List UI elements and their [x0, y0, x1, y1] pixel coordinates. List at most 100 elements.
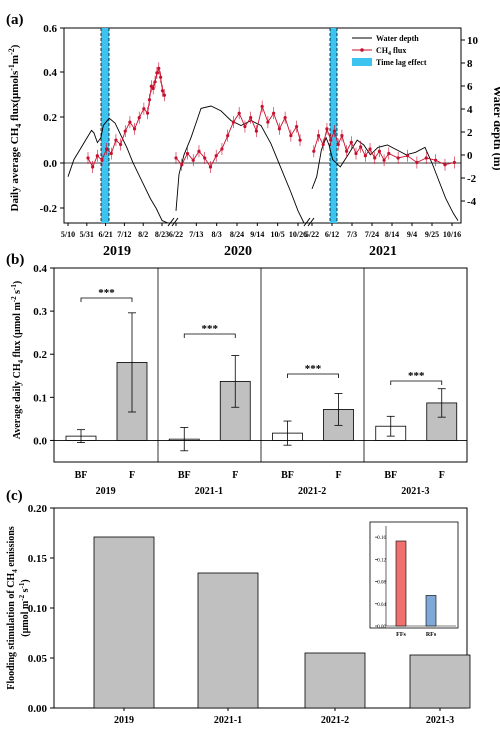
ytick-label: 0.00 [28, 703, 48, 715]
panel-c-yticks: 0.20 0.15 0.10 0.05 0.00 [28, 503, 54, 715]
ch4-point [359, 145, 363, 149]
ytick-right: 6 [467, 81, 473, 93]
panel-a-ylabel-left: Daily average CH4 flux(μmols-1m-2) [7, 44, 23, 211]
panel-b-frame [53, 267, 468, 463]
ch4-point [128, 120, 132, 124]
ch4-point [146, 111, 150, 115]
ch4-point [132, 127, 137, 131]
panel-a-ylabel-right: Water depth (m) [491, 85, 500, 170]
bar [197, 572, 259, 709]
ch4-point [142, 107, 146, 111]
ytick-left: 0.6 [43, 23, 57, 35]
ch4-point [443, 163, 447, 167]
ytick-left: 0.2 [43, 112, 57, 124]
ch4-point [174, 156, 178, 160]
panel-a-frame [63, 27, 462, 224]
ch4-point [105, 147, 109, 151]
year-label-2019: 2019 [103, 244, 131, 259]
ch4-point [254, 129, 259, 133]
inset-ytick-label: 0.16 [377, 536, 386, 541]
ch4-point [415, 160, 419, 165]
panel-a-left-yticks: 0.6 0.4 0.2 0.0 -0.2 [40, 23, 64, 215]
panel-c-ylabel: Flooding stimulation of CH4 emissions [6, 526, 19, 690]
xtick-label: 8/2 [138, 230, 148, 239]
panel-c-ylabel-line2: (μmol m-2 s-1) [18, 579, 31, 636]
significance-label: *** [202, 323, 219, 335]
ch4-point [382, 158, 386, 162]
significance-bracket [287, 373, 339, 378]
bar [93, 536, 155, 709]
xtick-label: 2021-3 [426, 715, 454, 726]
panel-a-right-yticks: 10 8 6 4 2 0 -2 -4 [461, 35, 479, 208]
ch4-point [325, 127, 329, 131]
inset-ytick-label: 0.00 [377, 625, 386, 630]
ch4-point [155, 71, 159, 75]
panel-a-xticks: 5/10 5/31 6/21 7/12 8/2 8/23 6/22 7/13 8/3 8/24 9/… [61, 223, 461, 239]
ch4-point [160, 89, 165, 93]
panel-a: (a) 0.6 0.4 0.2 0.0 [6, 12, 500, 259]
ch4-point [197, 149, 201, 153]
panel-b-yticks: 0.4 0.3 0.2 0.1 0.0 [33, 263, 54, 447]
ytick-left: 0.4 [43, 67, 57, 79]
panel-a-legend: Water depth CH4 flux Time lag effect [352, 34, 427, 67]
significance-label: *** [408, 370, 425, 382]
xtick-label: 7/3 [347, 230, 357, 239]
ch4-point [354, 151, 358, 156]
ch4-point [345, 149, 349, 153]
group-label: 2021-2 [298, 486, 326, 497]
ch4-point [114, 138, 118, 142]
ch4-point [298, 138, 302, 142]
ch4-point [180, 163, 184, 167]
year-label-2021: 2021 [369, 244, 397, 259]
ch4-point [312, 149, 316, 153]
ytick-right: 0 [467, 150, 473, 162]
xtick-label: 9/25 [425, 230, 439, 239]
bar [304, 652, 366, 709]
ch4-point [86, 156, 90, 160]
axis-break-2 [303, 217, 315, 227]
ch4-point [434, 158, 438, 162]
ch4-point [100, 158, 104, 162]
ch4-point [243, 125, 247, 129]
ch4-point [266, 120, 270, 124]
group-label: 2019 [96, 486, 116, 497]
ch4-point [208, 165, 213, 169]
ch4-point [226, 133, 230, 138]
xtick-label: 10/26 [289, 230, 307, 239]
ch4-point [272, 111, 276, 115]
ch4-point [316, 133, 321, 138]
ytick-label: 0.05 [28, 653, 48, 665]
legend-lag-label: Time lag effect [376, 58, 427, 67]
significance-label: *** [305, 363, 322, 375]
ch4-point [363, 154, 367, 158]
ch4-point [260, 104, 264, 109]
group-label: 2021-1 [195, 486, 223, 497]
ch4-point [452, 160, 456, 165]
ytick-right: 8 [467, 58, 473, 70]
ytick-right: -4 [467, 196, 477, 208]
ch4-point [147, 98, 152, 102]
xtick-label: 2021-2 [321, 715, 349, 726]
significance-bracket [183, 333, 236, 338]
ytick-left: 0.0 [43, 158, 57, 170]
ch4-point [321, 142, 325, 147]
panel-b-bars: BF F 2019 *** BF F 2021-1 *** BF F 2021-2 *** BF F 202… [54, 287, 467, 497]
ch4-point [118, 142, 123, 147]
ch4-point [249, 116, 253, 120]
ch4-point [109, 151, 113, 156]
ytick-label: 0.3 [33, 306, 47, 318]
ch4-flux-line [175, 104, 301, 168]
ytick-label: 0.2 [33, 349, 47, 361]
xtick-label: 8/23 [155, 230, 169, 239]
ytick-right: 10 [467, 35, 479, 47]
inset-bar [425, 595, 437, 627]
bar-label: BF [281, 470, 294, 481]
ch4-point [405, 154, 410, 158]
ch4-point [289, 133, 293, 138]
panel-a-label: (a) [6, 12, 24, 28]
ch4-point [368, 147, 372, 151]
xtick-label: 5/10 [61, 230, 75, 239]
xtick-label: 2021-1 [214, 715, 242, 726]
ch4-point [329, 138, 333, 142]
ch4-point [95, 154, 99, 158]
